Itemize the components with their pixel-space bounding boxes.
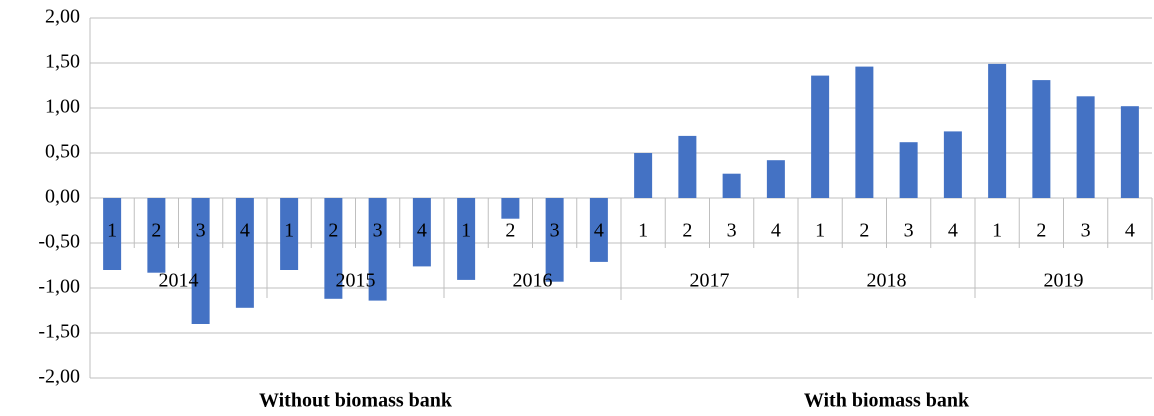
x-tick-label: 1: [815, 220, 825, 242]
x-tick-label: 3: [904, 220, 914, 242]
bar: [368, 198, 387, 301]
bar: [766, 160, 785, 198]
bar: [412, 198, 431, 267]
bar: [943, 131, 962, 198]
x-tick-label: 1: [638, 220, 648, 242]
y-tick-label: 0,00: [45, 186, 80, 208]
x-tick-label: 3: [727, 220, 737, 242]
bar: [1032, 80, 1051, 198]
bar: [722, 173, 741, 198]
y-tick-label: -2,00: [38, 366, 80, 388]
x-tick-label: 3: [373, 220, 383, 242]
x-tick-label: 1: [992, 220, 1002, 242]
bar: [191, 198, 210, 324]
y-tick-label: 1,00: [45, 96, 80, 118]
bar: [678, 135, 697, 198]
x-tick-label: 3: [196, 220, 206, 242]
bar: [280, 198, 299, 270]
bar: [457, 198, 476, 280]
y-tick-label: 0,50: [45, 141, 80, 163]
bar: [545, 198, 564, 282]
x-tick-label: 2: [859, 220, 869, 242]
x-tick-label: 2: [505, 220, 515, 242]
x-tick-label: 3: [550, 220, 560, 242]
group-label: With biomass bank: [804, 390, 970, 412]
y-tick-label: -1,50: [38, 321, 80, 343]
year-label: 2019: [1044, 270, 1084, 292]
x-tick-label: 2: [328, 220, 338, 242]
year-label: 2015: [336, 270, 376, 292]
bar: [855, 66, 874, 198]
bar: [501, 198, 520, 219]
x-tick-label: 1: [107, 220, 117, 242]
x-tick-label: 4: [948, 220, 958, 242]
bar: [634, 153, 653, 198]
x-tick-label: 4: [594, 220, 604, 242]
bar: [235, 198, 254, 308]
y-tick-label: -0,50: [38, 231, 80, 253]
x-tick-label: 2: [682, 220, 692, 242]
x-tick-label: 1: [461, 220, 471, 242]
bar: [103, 198, 122, 270]
bar: [147, 198, 166, 273]
year-label: 2014: [159, 270, 199, 292]
bar: [1076, 96, 1095, 198]
x-tick-label: 3: [1081, 220, 1091, 242]
y-tick-label: 1,50: [45, 51, 80, 73]
group-label: Without biomass bank: [259, 390, 453, 412]
x-tick-label: 1: [284, 220, 294, 242]
bar: [899, 142, 918, 198]
x-tick-label: 4: [771, 220, 781, 242]
x-tick-label: 2: [151, 220, 161, 242]
x-tick-label: 4: [417, 220, 427, 242]
bar: [324, 198, 343, 299]
bar: [988, 63, 1007, 199]
year-label: 2017: [690, 270, 730, 292]
bar: [589, 198, 608, 262]
year-label: 2018: [867, 270, 907, 292]
y-tick-label: -1,00: [38, 276, 80, 298]
bar: [1120, 106, 1139, 198]
x-tick-label: 4: [240, 220, 250, 242]
x-tick-label: 4: [1125, 220, 1135, 242]
x-tick-label: 2: [1036, 220, 1046, 242]
bar: [811, 75, 830, 198]
y-tick-label: 2,00: [45, 6, 80, 28]
year-label: 2016: [513, 270, 553, 292]
